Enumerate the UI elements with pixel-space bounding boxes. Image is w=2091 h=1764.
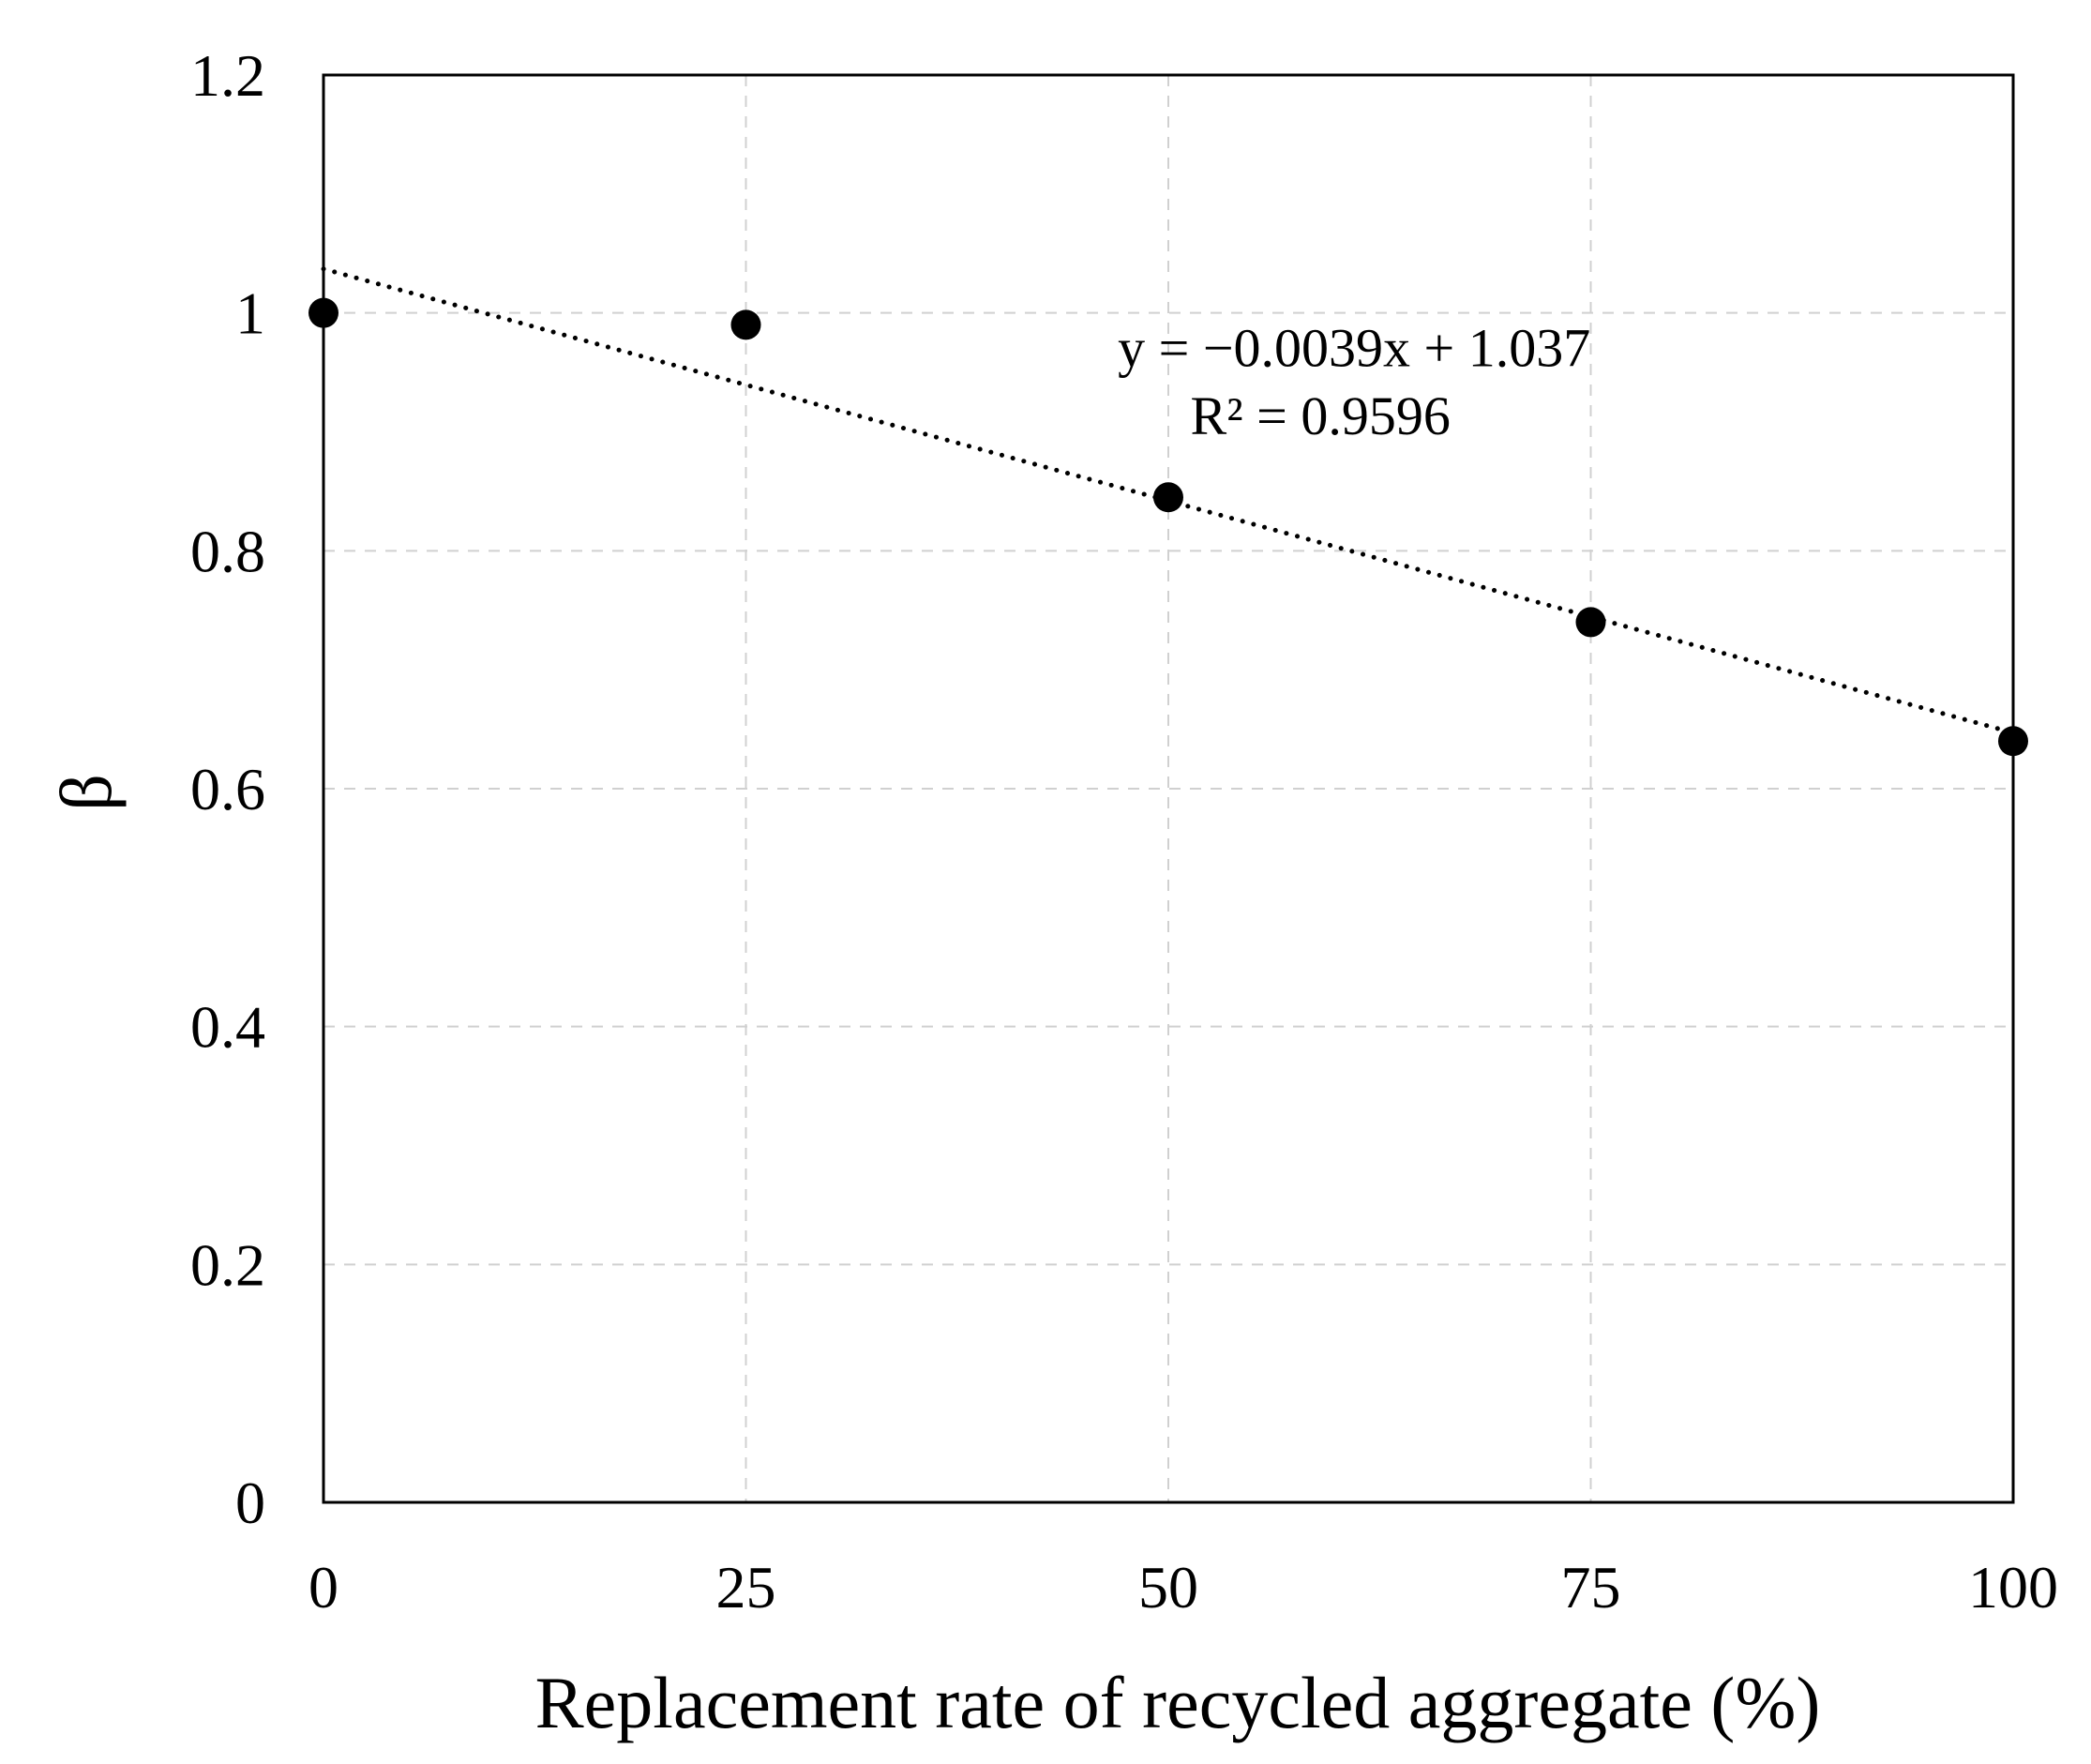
x-tick-label-1: 25 [716, 1554, 776, 1621]
x-tick-label-2: 50 [1138, 1554, 1198, 1621]
data-point-0-1 [730, 309, 761, 340]
x-axis-ticks: 0 25 50 75 100 [308, 1554, 2058, 1621]
y-tick-label-3: 0.6 [190, 756, 265, 822]
y-tick-label-2: 0.4 [190, 994, 265, 1061]
data-point-0-4 [1998, 726, 2028, 757]
y-tick-label-4: 0.8 [190, 518, 265, 584]
x-tick-label-0: 0 [308, 1554, 338, 1621]
equation-annotation: y = −0.0039x + 1.037 [1118, 318, 1590, 379]
y-tick-label-0: 0 [235, 1470, 265, 1536]
x-tick-label-3: 75 [1561, 1554, 1621, 1621]
y-axis-ticks: 0 0.2 0.4 0.6 0.8 1 1.2 [190, 42, 265, 1536]
data-point-0-3 [1575, 607, 1606, 638]
y-axis-title: β [45, 774, 127, 811]
x-axis-title: Replacement rate of recycled aggregate (… [535, 1662, 1821, 1743]
r-squared-annotation: R² = 0.9596 [1191, 385, 1451, 446]
data-point-0-2 [1153, 482, 1183, 513]
x-tick-label-4: 100 [1968, 1554, 2058, 1621]
y-tick-label-6: 1.2 [190, 42, 265, 109]
data-points [308, 297, 2028, 757]
y-tick-label-5: 1 [235, 280, 265, 347]
y-tick-label-1: 0.2 [190, 1231, 265, 1298]
data-point-0-0 [308, 297, 338, 328]
plot-frame [322, 73, 2015, 1504]
